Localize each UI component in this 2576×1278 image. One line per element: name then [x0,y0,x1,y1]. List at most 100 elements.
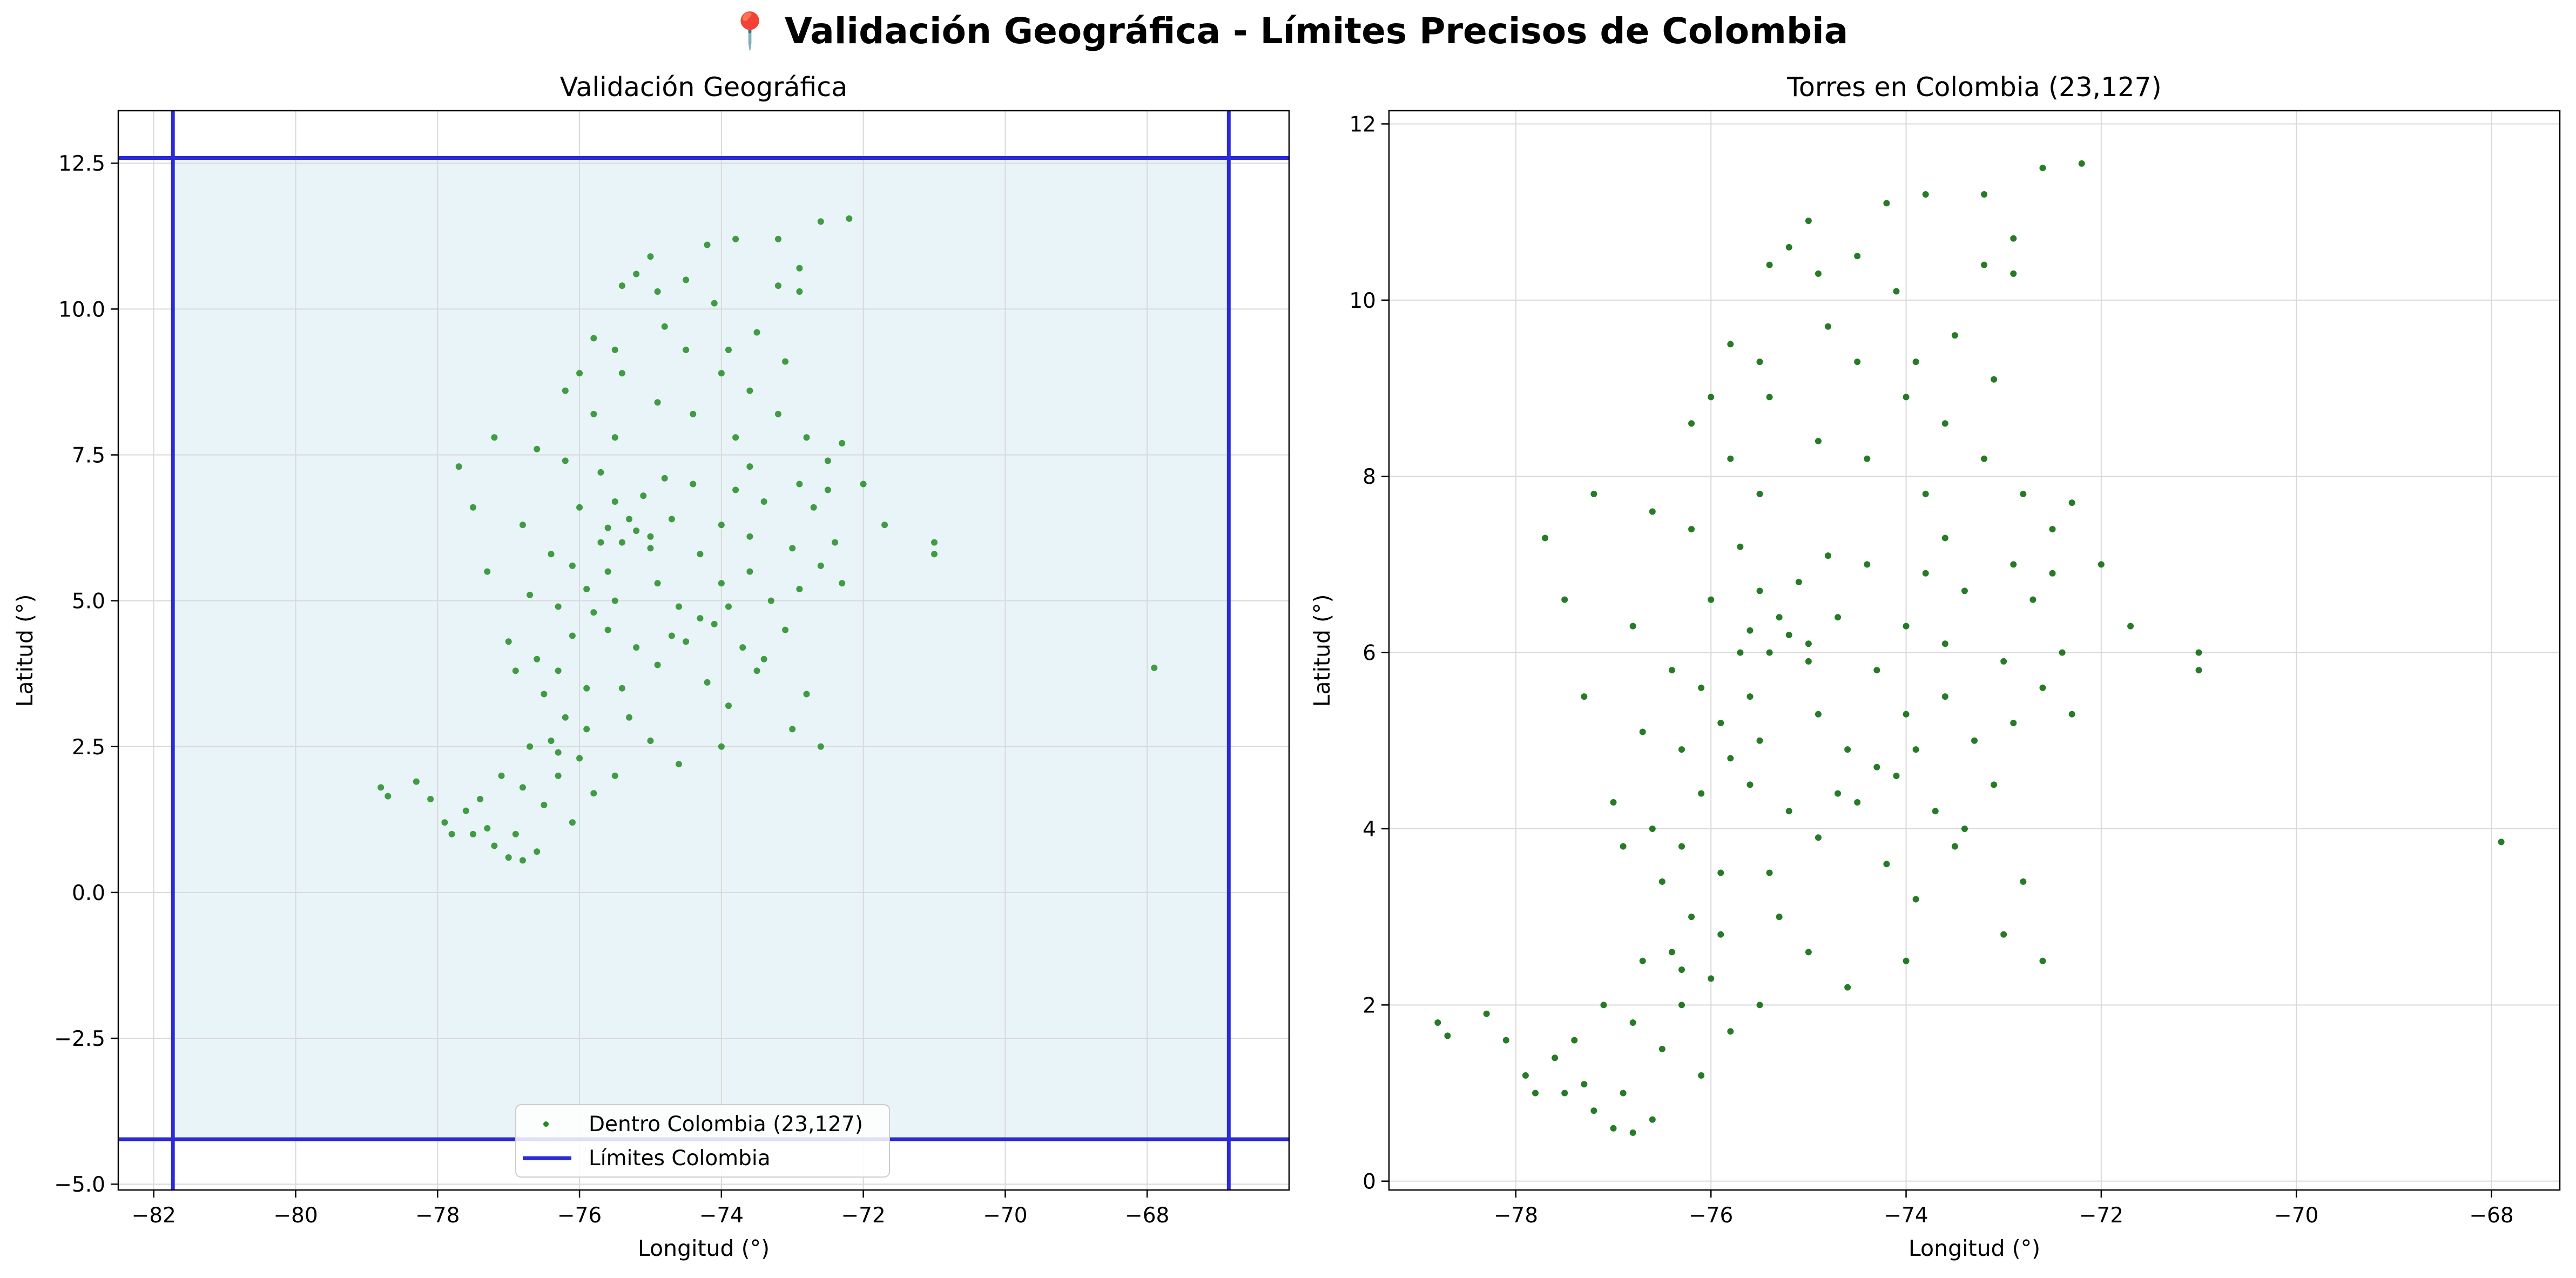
right-tower-point [1756,587,1763,594]
right-tower-point [2098,561,2105,568]
left-x-tick-label: −78 [415,1203,460,1228]
left-tower-point [597,539,604,546]
left-y-tick-label: −5.0 [54,1173,105,1197]
right-tower-point [1766,649,1773,656]
right-tower-point [1629,623,1636,630]
right-tower-point [1873,763,1880,770]
left-grid [118,111,1289,1190]
right-tower-point [1678,966,1685,973]
left-tower-point [562,457,569,464]
right-tower-point [1746,781,1754,788]
left-tower-point [611,597,618,604]
left-tower-point [796,586,803,593]
right-tower-point [1658,878,1665,885]
right-tower-point [1903,711,1910,718]
right-x-tick-label: −68 [2469,1203,2513,1228]
left-tower-point [846,215,853,222]
left-tower-point [441,819,448,826]
left-tower-point [839,439,846,447]
left-tower-point [746,387,753,394]
right-tower-point [1776,914,1783,921]
left-tower-point [448,830,455,837]
left-tower-point [626,516,633,523]
left-tower-point [548,737,555,744]
left-tower-point [555,749,562,756]
legend-entry-points: Dentro Colombia (23,127) [589,1112,863,1137]
left-tower-point [817,562,824,569]
left-tower-point [597,469,604,476]
colombia-bounds-fill [173,158,1229,1139]
left-tower-point [505,854,512,861]
right-tower-point [1737,543,1744,550]
left-y-tick-label: 2.5 [72,735,105,760]
left-tower-point [647,253,654,260]
right-tower-point [1961,825,1968,832]
right-tower-point [1971,737,1978,744]
right-y-axis-label: Latitud (°) [1309,594,1335,707]
right-tower-point [1805,640,1812,647]
right-tower-point [2020,490,2027,497]
right-tower-point [1717,869,1724,876]
right-tower-point [1776,614,1783,621]
right-tower-point [2039,957,2046,964]
left-tower-point [683,638,690,645]
left-y-tick-label: −2.5 [54,1027,105,1051]
left-tower-point [555,667,562,674]
right-tower-point [1951,843,1958,850]
right-tower-point [1991,376,1998,383]
right-tower-point [1854,799,1861,806]
right-tower-point [1502,1037,1509,1044]
right-tower-point [1581,693,1588,700]
right-tower-point [2049,570,2056,577]
right-tower-point [1756,359,1763,366]
right-tower-point [1766,869,1773,876]
right-tower-point [1922,191,1929,198]
right-tower-point [1805,949,1812,956]
right-x-tick-label: −76 [1689,1203,1733,1228]
left-tower-point [491,434,498,441]
right-tower-point [1610,799,1617,806]
left-x-tick-label: −72 [841,1203,885,1228]
figure-suptitle: 📍 Validación Geográfica - Límites Precis… [728,10,1849,52]
left-tower-point [647,545,654,552]
right-tower-point [1756,1002,1763,1009]
right-tower-point [2078,160,2085,167]
left-tower-point [711,300,718,307]
right-axes-frame [1388,110,2561,1191]
right-tower-point [1688,526,1695,533]
right-tower-point [1912,746,1919,753]
right-tower-point [1717,720,1724,727]
left-tower-point [618,539,625,546]
left-tower-point [469,504,476,511]
right-tower-point [1717,931,1724,938]
left-tower-point [583,685,590,692]
right-tower-point [1893,288,1900,295]
left-tower-point [839,580,846,587]
right-tower-point [1912,896,1919,903]
right-tower-point [1825,323,1831,330]
right-y-tick-label: 6 [1363,641,1376,666]
right-tower-point [1737,649,1744,656]
left-y-tick-label: 10.0 [58,297,105,322]
left-tower-point [555,603,562,610]
right-tower-point [1991,781,1998,788]
right-tower-point [1708,975,1715,982]
right-tower-point [1571,1037,1578,1044]
right-tower-point [1434,1019,1441,1026]
left-tower-point [796,288,803,295]
left-tower-point [647,533,654,540]
right-tower-point [1756,490,1763,497]
right-tower-point [1864,455,1871,462]
left-tower-point [455,463,462,470]
left-tower-point [519,857,526,864]
right-tower-point [1708,394,1715,401]
left-tower-point [611,772,618,779]
right-tower-point [1883,861,1890,868]
right-chart-title: Torres en Colombia (23,127) [1786,72,2162,103]
left-tower-point [505,638,512,645]
right-tower-point [1903,957,1910,964]
left-tower-point [519,784,526,791]
right-tower-point [1883,200,1890,207]
left-tower-point [732,486,739,493]
